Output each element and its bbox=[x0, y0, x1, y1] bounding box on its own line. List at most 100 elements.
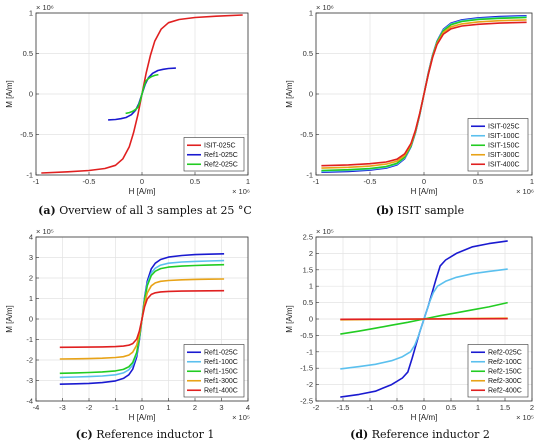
ytick-label-a-1: -0.5 bbox=[20, 130, 33, 139]
xtick-label-a-1: -0.5 bbox=[83, 177, 96, 186]
xtick-label-a-3: 0.5 bbox=[190, 177, 200, 186]
xtick-label-b-4: 1 bbox=[530, 177, 534, 186]
xtick-label-d-5: 0.5 bbox=[446, 403, 456, 412]
y-exponent-c: × 10⁵ bbox=[36, 227, 54, 236]
caption-a: (a) Overview of all 3 samples at 25 °C bbox=[0, 204, 290, 217]
y-exponent-a: × 10⁶ bbox=[36, 3, 54, 12]
xtick-label-d-1: -1.5 bbox=[337, 403, 350, 412]
ytick-label-c-1: -3 bbox=[26, 376, 33, 385]
legend-label-b-ISIT-400C: ISIT-400C bbox=[488, 162, 520, 169]
legend-label-a-Ref2-025C: Ref2-025C bbox=[204, 162, 238, 169]
legend-label-c-Ref1-100C: Ref1-100C bbox=[204, 359, 238, 366]
ytick-label-d-7: 1 bbox=[309, 282, 313, 291]
y-exponent-d: × 10⁵ bbox=[316, 227, 334, 236]
ytick-label-b-2: 0 bbox=[309, 90, 313, 99]
ytick-label-d-1: -2 bbox=[306, 380, 313, 389]
xtick-label-c-7: 3 bbox=[219, 403, 223, 412]
xtick-label-d-4: 0 bbox=[422, 403, 426, 412]
ytick-label-c-3: -1 bbox=[26, 335, 33, 344]
xtick-label-c-0: -4 bbox=[33, 403, 40, 412]
xtick-label-c-2: -2 bbox=[86, 403, 93, 412]
xtick-label-c-6: 2 bbox=[193, 403, 197, 412]
y-exponent-b: × 10⁶ bbox=[316, 3, 334, 12]
legend-b: ISIT-025C ISIT-100C ISIT-150C ISIT-300C ISIT… bbox=[467, 118, 529, 172]
xtick-label-b-2: 0 bbox=[422, 177, 426, 186]
legend-label-d-Ref2-400C: Ref2-400C bbox=[488, 388, 522, 395]
series-line-d-Ref2-400C bbox=[340, 317, 508, 321]
legend-label-a-Ref1-025C: Ref1-025C bbox=[204, 152, 238, 159]
xtick-label-c-5: 1 bbox=[166, 403, 170, 412]
caption-c: (c) Reference inductor 1 bbox=[0, 428, 290, 441]
xtick-label-d-7: 1.5 bbox=[500, 403, 510, 412]
caption-b: (b) ISIT sample bbox=[275, 204, 550, 217]
legend-label-b-ISIT-025C: ISIT-025C bbox=[488, 124, 520, 131]
ytick-label-d-6: 0.5 bbox=[303, 298, 313, 307]
ytick-label-d-5: 0 bbox=[309, 315, 313, 324]
legend-label-b-ISIT-100C: ISIT-100C bbox=[488, 133, 520, 140]
ytick-label-a-3: 0.5 bbox=[23, 49, 33, 58]
xtick-label-c-4: 0 bbox=[140, 403, 144, 412]
legend-label-c-Ref1-150C: Ref1-150C bbox=[204, 369, 238, 376]
caption-a-tag: (a) bbox=[38, 204, 56, 217]
legend-label-d-Ref2-150C: Ref2-150C bbox=[488, 369, 522, 376]
legend-c: Ref1-025C Ref1-100C Ref1-150C Ref1-300C Ref1… bbox=[183, 344, 245, 398]
legend-box-a bbox=[183, 137, 245, 172]
legend-a: ISIT-025C Ref1-025C Ref2-025C bbox=[183, 137, 245, 172]
ytick-label-a-0: -1 bbox=[26, 171, 33, 180]
ytick-label-c-4: 0 bbox=[29, 315, 33, 324]
caption-d: (d) Reference inductor 2 bbox=[275, 428, 550, 441]
legend-d: Ref2-025C Ref2-100C Ref2-150C Ref2-300C Ref2… bbox=[467, 344, 529, 398]
ytick-label-d-8: 1.5 bbox=[303, 265, 313, 274]
ytick-label-c-2: -2 bbox=[26, 356, 33, 365]
caption-d-tag: (d) bbox=[350, 428, 369, 441]
ytick-label-a-4: 1 bbox=[29, 9, 33, 18]
ytick-label-b-0: -1 bbox=[306, 171, 313, 180]
xtick-label-b-1: -0.5 bbox=[364, 177, 377, 186]
caption-c-text: Reference inductor 1 bbox=[96, 428, 215, 441]
xtick-label-d-3: -0.5 bbox=[391, 403, 404, 412]
legend-label-d-Ref2-100C: Ref2-100C bbox=[488, 359, 522, 366]
caption-a-text: Overview of all 3 samples at 25 °C bbox=[59, 204, 252, 217]
caption-b-tag: (b) bbox=[375, 204, 394, 217]
x-axis-label-b: H [A/m] bbox=[411, 187, 438, 196]
ytick-label-c-7: 3 bbox=[29, 253, 33, 262]
x-exponent-b: × 10⁶ bbox=[516, 187, 534, 196]
ytick-label-d-4: -0.5 bbox=[300, 331, 313, 340]
xtick-label-d-6: 1 bbox=[476, 403, 480, 412]
xtick-label-a-2: 0 bbox=[140, 177, 144, 186]
ytick-label-d-2: -1.5 bbox=[300, 364, 313, 373]
y-axis-label-a: M [A/m] bbox=[5, 80, 14, 108]
x-exponent-a: × 10⁶ bbox=[232, 187, 250, 196]
ytick-label-a-2: 0 bbox=[29, 90, 33, 99]
xtick-label-d-2: -1 bbox=[367, 403, 374, 412]
caption-b-text: ISIT sample bbox=[397, 204, 465, 217]
caption-d-text: Reference inductor 2 bbox=[371, 428, 490, 441]
ytick-label-b-4: 1 bbox=[309, 9, 313, 18]
y-axis-label-b: M [A/m] bbox=[285, 80, 294, 108]
legend-label-a-ISIT-025C: ISIT-025C bbox=[204, 143, 236, 150]
ytick-label-c-8: 4 bbox=[29, 233, 33, 242]
legend-label-b-ISIT-300C: ISIT-300C bbox=[488, 152, 520, 159]
series-line-b-ISIT-400C bbox=[321, 21, 527, 167]
series-line-c-Ref1-400C bbox=[59, 289, 225, 349]
xtick-label-b-3: 0.5 bbox=[473, 177, 483, 186]
xtick-label-c-1: -3 bbox=[59, 403, 66, 412]
legend-label-b-ISIT-150C: ISIT-150C bbox=[488, 143, 520, 150]
ytick-label-c-0: -4 bbox=[26, 397, 33, 406]
series-line-a-Ref2-025C bbox=[125, 73, 159, 115]
legend-label-c-Ref1-300C: Ref1-300C bbox=[204, 378, 238, 385]
caption-c-tag: (c) bbox=[75, 428, 93, 441]
chart-d: -2 -1.5 -1 -0.5 0 0.5 1 1.5 2-2.5-2-1.5-1-0.500.… bbox=[285, 227, 534, 422]
legend-label-d-Ref2-025C: Ref2-025C bbox=[488, 350, 522, 357]
x-axis-label-a: H [A/m] bbox=[129, 187, 156, 196]
y-axis-label-c: M [A/m] bbox=[5, 305, 14, 333]
xtick-label-a-4: 1 bbox=[246, 177, 250, 186]
xtick-label-a-0: -1 bbox=[33, 177, 40, 186]
x-exponent-c: × 10⁵ bbox=[232, 413, 250, 422]
x-axis-label-d: H [A/m] bbox=[411, 413, 438, 422]
ytick-label-b-3: 0.5 bbox=[303, 49, 313, 58]
ytick-label-c-5: 1 bbox=[29, 294, 33, 303]
